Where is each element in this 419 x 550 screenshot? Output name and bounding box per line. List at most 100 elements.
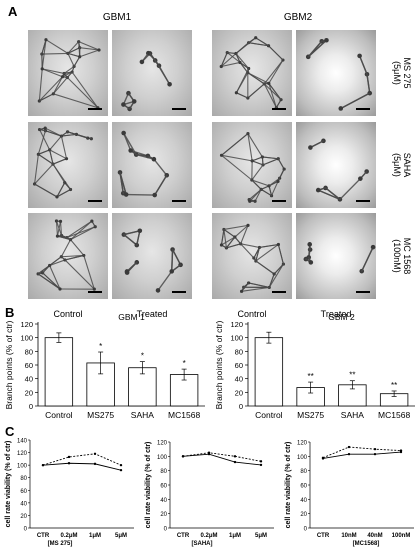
cell-node <box>238 60 242 65</box>
cell-tube <box>41 52 69 55</box>
cell-tube <box>247 83 265 99</box>
x-tick-label: MS275 <box>297 410 324 420</box>
y-tick-label: 60 <box>20 489 27 495</box>
cell-tube <box>59 220 63 237</box>
cell-tube <box>241 282 250 292</box>
x-tick-label: 1μM <box>229 533 241 539</box>
cell-node <box>276 242 281 247</box>
cell-tube <box>247 133 253 162</box>
cell-tube <box>268 82 282 101</box>
cell-node <box>254 36 258 40</box>
series-point <box>233 455 237 458</box>
cell-tube <box>52 158 68 165</box>
cell-tube <box>64 259 95 290</box>
series-point <box>321 456 325 459</box>
cell-tube <box>255 246 261 262</box>
y-tick-label: 40 <box>20 501 27 507</box>
cell-tube <box>37 273 61 290</box>
series-line-2 <box>42 453 122 466</box>
cell-tube <box>270 180 279 197</box>
series-point <box>93 452 97 456</box>
cell-tube <box>234 224 249 238</box>
x-tick-label: CTR <box>317 533 330 539</box>
micrograph-r3-c2 <box>112 213 192 299</box>
y-axis-label: Branch points (% of ctr) <box>4 320 14 409</box>
y-tick-label: 40 <box>300 498 307 504</box>
cell-tube <box>41 68 64 78</box>
x-tick-label: MS275 <box>87 410 114 420</box>
scale-bar <box>172 200 186 202</box>
cell-tube <box>64 254 85 261</box>
cell-tube <box>263 83 277 109</box>
micrograph-network <box>308 138 369 202</box>
bar <box>44 337 74 407</box>
cell-node <box>338 106 344 111</box>
panel-a-letter: A <box>8 4 18 19</box>
y-tick-label: 100 <box>230 334 243 343</box>
cell-node <box>246 223 250 227</box>
cell-node <box>152 192 158 198</box>
cell-tube <box>60 133 77 137</box>
cell-tube <box>340 92 371 110</box>
y-tick-label: 80 <box>235 347 243 356</box>
significance-mark: * <box>99 342 102 351</box>
cell-tube <box>83 254 95 290</box>
micrograph-r1-c3 <box>212 30 292 116</box>
cell-tube <box>125 193 156 196</box>
cell-tube <box>254 188 262 202</box>
cell-tube <box>235 92 249 99</box>
cell-node <box>60 75 65 79</box>
series-point <box>67 462 71 465</box>
cell-tube <box>361 246 374 272</box>
cell-node <box>55 195 59 199</box>
micrograph-r2-c4 <box>296 122 376 208</box>
cell-node <box>64 157 69 161</box>
cell-tube <box>225 243 242 249</box>
cell-tube <box>42 272 61 290</box>
cell-tube <box>56 188 72 198</box>
micrograph-r1-c2 <box>112 30 192 116</box>
y-tick-label: 120 <box>17 451 28 457</box>
x-tick-label: MC1568 <box>168 410 200 420</box>
group-title-gbm2: GBM2 <box>283 12 313 23</box>
cell-tube <box>136 230 141 246</box>
series-point <box>373 447 377 451</box>
x-tick-label: Control <box>45 410 73 420</box>
x-tick-label: SAHA <box>131 410 154 420</box>
cell-tube <box>34 163 54 185</box>
panel-b-letter: B <box>5 305 15 320</box>
cell-node <box>139 59 145 65</box>
cell-tube <box>157 270 173 292</box>
x-axis-label: [SAHA] <box>192 541 213 547</box>
cell-tube <box>240 224 249 245</box>
cell-node <box>43 126 47 130</box>
x-tick-label: 10nM <box>341 533 356 539</box>
cell-node <box>131 99 137 104</box>
cell-tube <box>251 179 270 187</box>
cell-node <box>58 287 62 291</box>
cell-node <box>97 48 101 52</box>
cell-node <box>308 145 313 150</box>
micrograph-r3-c3 <box>212 213 292 299</box>
micrograph-r3-c4 <box>296 213 376 299</box>
cell-node <box>121 102 126 107</box>
cell-tube <box>248 282 270 288</box>
scale-bar <box>272 291 286 293</box>
scale-bar <box>88 108 102 110</box>
y-tick-label: 0 <box>24 527 28 533</box>
x-tick-label: 5μM <box>255 533 267 539</box>
bar <box>254 337 284 407</box>
x-axis-label: [MC1568] <box>353 541 380 547</box>
y-tick-label: 60 <box>25 361 33 370</box>
cell-tube <box>38 93 54 102</box>
cell-tube <box>49 149 68 160</box>
y-tick-label: 40 <box>235 375 243 384</box>
cell-tube <box>251 164 264 181</box>
cell-node <box>137 228 143 234</box>
cell-tube <box>255 260 275 275</box>
cell-tube <box>220 236 236 246</box>
col-label-control-gbm1: Control <box>53 309 83 319</box>
cell-node <box>324 37 329 43</box>
cell-tube <box>339 177 362 201</box>
y-tick-label: 100 <box>20 334 33 343</box>
